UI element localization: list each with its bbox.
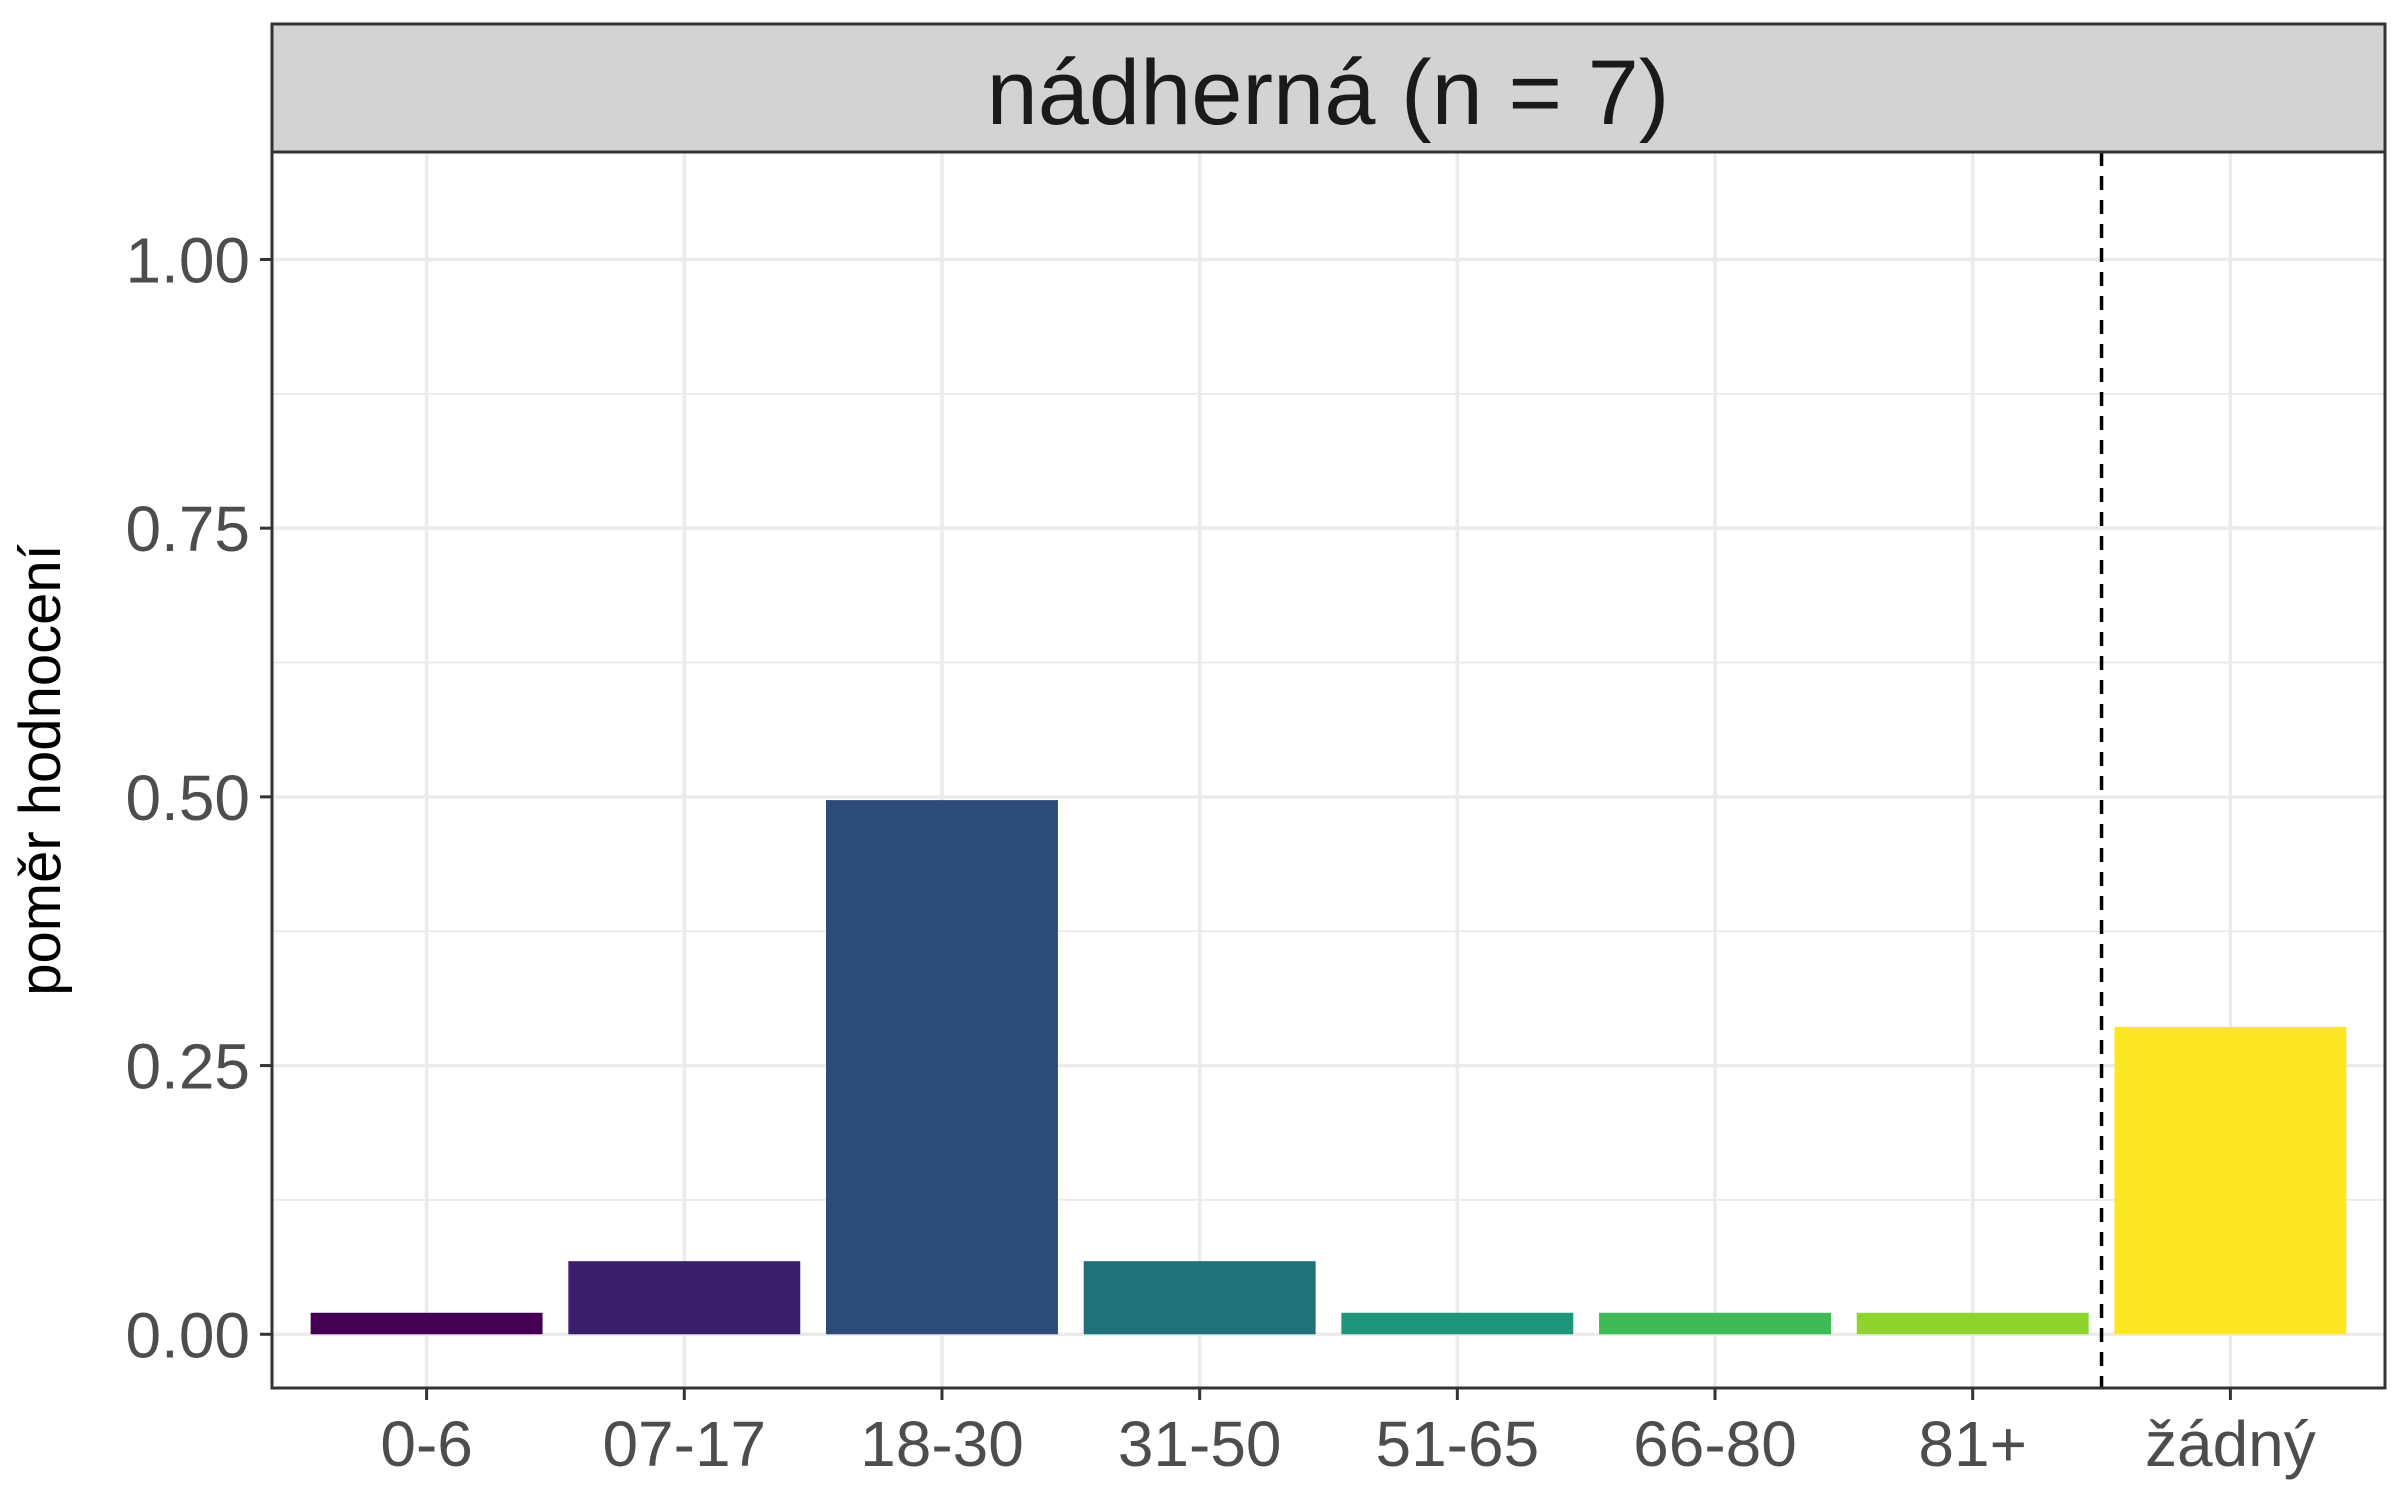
panel-border <box>270 150 2387 1390</box>
bar-66-80 <box>1599 1312 1831 1335</box>
bar-18-30 <box>826 800 1058 1335</box>
bar-31-50 <box>1083 1261 1316 1335</box>
bar-07-17 <box>568 1261 801 1335</box>
y-tick-label: 0.25 <box>125 1031 250 1103</box>
facet-strip: nádherná (n = 7) <box>270 22 2387 154</box>
y-axis-title: poměr hodnocení <box>8 544 73 995</box>
y-tick-label: 0.00 <box>125 1299 250 1371</box>
x-tick-label: 51-65 <box>1375 1408 1539 1480</box>
x-tick-label: 0-6 <box>380 1408 473 1480</box>
x-tick-label: žádný <box>2145 1408 2316 1480</box>
bar-81+ <box>1856 1312 2089 1335</box>
x-axis: 0-6 07-17 18-30 31-50 51-65 66-80 81+ žádný <box>380 1388 2316 1480</box>
x-tick-label: 66-80 <box>1633 1408 1797 1480</box>
x-tick-label: 31-50 <box>1118 1408 1282 1480</box>
x-tick-label: 07-17 <box>602 1408 766 1480</box>
y-tick-label: 0.50 <box>125 762 250 834</box>
bars <box>310 800 2347 1335</box>
facet-strip-background <box>270 22 2387 154</box>
x-tick-label: 81+ <box>1918 1408 2027 1480</box>
bar-žádný <box>2114 1026 2347 1335</box>
y-tick-label: 0.75 <box>125 493 250 565</box>
facet-title: nádherná (n = 7) <box>987 42 1670 144</box>
gridlines <box>272 152 2385 1388</box>
y-tick-label: 1.00 <box>125 224 250 296</box>
bar-0-6 <box>310 1312 543 1335</box>
y-axis: 0.00 0.25 0.50 0.75 1.00 <box>125 224 272 1371</box>
x-tick-label: 18-30 <box>860 1408 1024 1480</box>
bar-51-65 <box>1341 1312 1574 1335</box>
